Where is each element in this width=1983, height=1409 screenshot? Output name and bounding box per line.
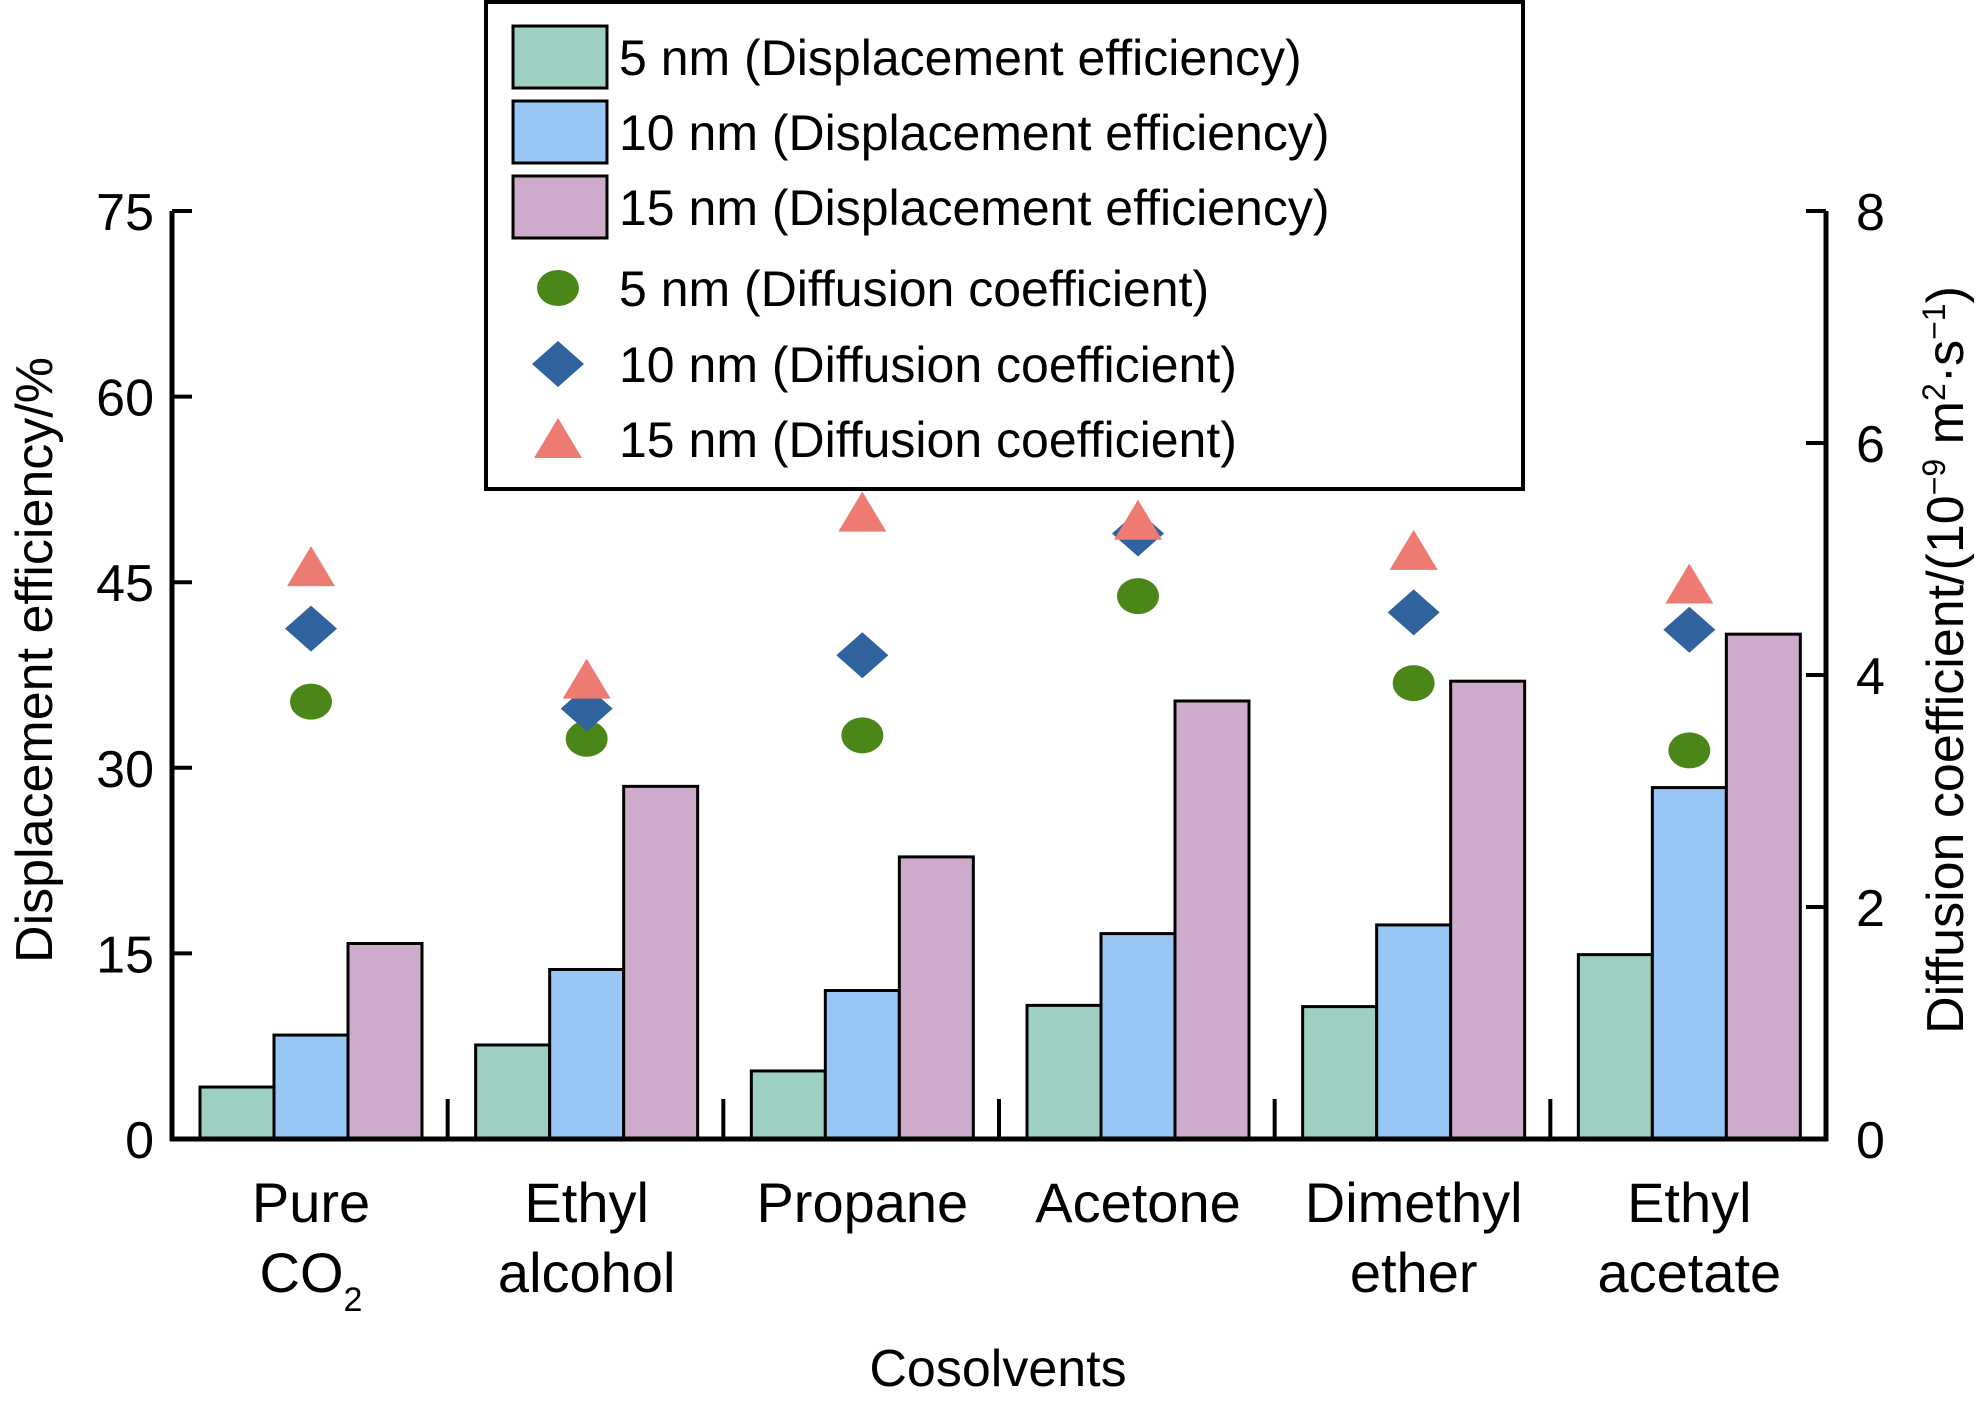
legend-label-marker-2: 15 nm (Diffusion coefficient): [619, 412, 1237, 468]
left-tick-label-0: 0: [125, 1112, 154, 1170]
category-label-line2-text: acetate: [1597, 1241, 1781, 1304]
bar-2-4: [1449, 679, 1527, 1141]
marker-triangle-5: [1665, 563, 1714, 604]
legend-label-marker-1: 10 nm (Diffusion coefficient): [619, 337, 1237, 393]
bar-0-4: [1301, 1005, 1379, 1141]
bar-2-3: [1173, 699, 1251, 1141]
category-label-line2-text: CO: [260, 1241, 344, 1304]
legend-marker-triangle: [534, 418, 582, 458]
x-axis-title: Cosolvents: [869, 1340, 1126, 1398]
y2-title-exp3: −1: [1916, 303, 1952, 339]
category-label-3: Acetone: [1035, 1171, 1241, 1234]
category-label-line2-text: alcohol: [498, 1241, 675, 1304]
marker-circle-3: [1117, 578, 1159, 615]
bar-0-2: [749, 1069, 827, 1141]
bar-1-1: [548, 967, 626, 1141]
legend: 5 nm (Displacement efficiency) 10 nm (Dis…: [484, 0, 1525, 491]
marker-diamond-0: [285, 605, 337, 652]
right-tick-label-2: 2: [1856, 880, 1885, 938]
legend-label-bar-2: 15 nm (Displacement efficiency): [619, 180, 1329, 236]
bar-1-0: [272, 1033, 350, 1141]
bar-0-5: [1576, 953, 1654, 1141]
category-labels: Pure CO2 Ethyl alcohol Propane Acetone Dimethy…: [252, 1171, 1781, 1319]
marker-triangle-1: [562, 658, 611, 699]
left-tick-label-15: 15: [96, 926, 154, 984]
legend-swatch-bar-1: [511, 99, 609, 165]
left-tick-label-45: 45: [96, 555, 154, 613]
marker-diamond-4: [1387, 589, 1440, 636]
legend-label-bar-1: 10 nm (Displacement efficiency): [619, 105, 1329, 161]
y2-title-suffix: ): [1917, 286, 1975, 303]
bar-1-2: [823, 989, 901, 1141]
left-tick-label-60: 60: [96, 370, 154, 428]
bar-0-0: [198, 1085, 276, 1141]
right-tick-label-6: 6: [1856, 416, 1885, 474]
bar-2-5: [1724, 632, 1802, 1141]
y2-title-mid: m: [1917, 401, 1975, 459]
legend-label-bar-0: 5 nm (Displacement efficiency): [619, 30, 1302, 86]
marker-diamond-2: [836, 632, 889, 679]
legend-swatch-bar-2: [511, 174, 609, 240]
ticks-layer: 0 15 30 45 60 75 0 2 4 6 8: [96, 184, 1885, 1170]
category-label-1-line2: alcohol: [498, 1241, 675, 1304]
marker-diamond-5: [1663, 606, 1716, 653]
bar-0-1: [474, 1043, 552, 1141]
markers-layer: [285, 491, 1716, 769]
category-label-5: Ethyl: [1627, 1171, 1752, 1234]
bar-1-5: [1650, 786, 1728, 1141]
legend-box: [484, 0, 1525, 491]
y2-title-prefix: Diffusion coefficient/(10: [1917, 495, 1975, 1034]
left-tick-label-30: 30: [96, 741, 154, 799]
right-tick-label-4: 4: [1856, 648, 1885, 706]
y2-title-mid2: ·s: [1917, 340, 1975, 383]
marker-triangle-3: [1114, 499, 1162, 540]
right-tick-label-0: 0: [1856, 1112, 1885, 1170]
marker-circle-1: [565, 720, 608, 757]
legend-label-marker-0: 5 nm (Diffusion coefficient): [619, 261, 1209, 317]
marker-circle-5: [1668, 732, 1711, 769]
category-label-4: Dimethyl: [1305, 1171, 1523, 1234]
category-label-1: Ethyl: [524, 1171, 649, 1234]
category-label-line2-text: ether: [1350, 1241, 1478, 1304]
legend-marker-diamond: [532, 341, 584, 387]
marker-circle-2: [841, 717, 884, 754]
bars-layer: [198, 632, 1802, 1141]
category-label-0: Pure: [252, 1171, 370, 1234]
category-label-5-line2: acetate: [1597, 1241, 1781, 1304]
category-label-0-line2: CO2: [260, 1241, 363, 1319]
left-tick-label-75: 75: [96, 184, 154, 242]
bar-2-2: [897, 855, 975, 1141]
y2-title-exp2: 2: [1916, 383, 1952, 401]
marker-triangle-2: [838, 491, 887, 532]
category-label-2: Propane: [756, 1171, 968, 1234]
marker-circle-0: [290, 683, 332, 720]
bar-0-3: [1025, 1003, 1103, 1141]
y2-axis-title: Diffusion coefficient/(10−9 m2·s−1): [1916, 286, 1975, 1034]
category-label-subscript: 2: [344, 1281, 363, 1319]
marker-triangle-4: [1389, 529, 1438, 570]
y2-title-exp1: −9: [1916, 459, 1952, 495]
bar-2-0: [346, 942, 424, 1141]
bar-2-1: [622, 784, 700, 1141]
legend-swatch-bar-0: [511, 24, 609, 90]
y-axis-title: Displacement efficiency/%: [6, 357, 64, 963]
legend-marker-circle: [537, 270, 579, 306]
bar-1-4: [1375, 923, 1453, 1141]
bar-1-3: [1099, 932, 1177, 1141]
marker-circle-4: [1392, 665, 1435, 702]
category-label-4-line2: ether: [1350, 1241, 1478, 1304]
marker-triangle-0: [287, 546, 335, 587]
right-tick-label-8: 8: [1856, 184, 1885, 242]
